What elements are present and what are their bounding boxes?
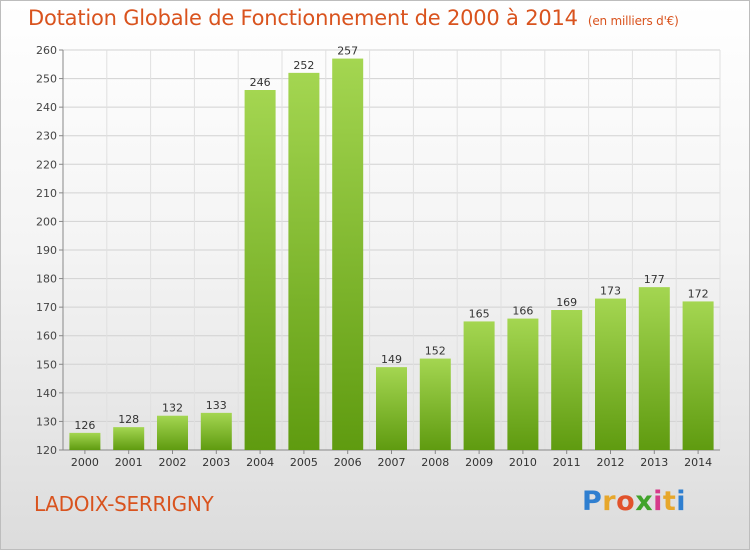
y-tick-label: 150 — [36, 358, 57, 371]
data-label: 246 — [250, 76, 271, 89]
data-label: 172 — [688, 287, 709, 300]
x-tick-label: 2004 — [246, 456, 274, 469]
data-label: 133 — [206, 399, 227, 412]
x-tick-label: 2002 — [159, 456, 187, 469]
commune-name: LADOIX-SERRIGNY — [34, 492, 214, 516]
data-label: 149 — [381, 353, 402, 366]
data-label: 165 — [469, 307, 490, 320]
y-tick-label: 120 — [36, 444, 57, 457]
x-tick-label: 2006 — [334, 456, 362, 469]
logo-letter: x — [635, 486, 654, 517]
axes: 120 130 140 150 160 170 180 190 200 210 220 230 240 2… — [36, 44, 720, 469]
y-tick-label: 170 — [36, 301, 57, 314]
bar-2007 — [376, 367, 407, 450]
bar-2009 — [463, 321, 495, 450]
bar-2011 — [551, 310, 583, 450]
bar-2013 — [638, 287, 670, 450]
logo-letter: P — [582, 486, 603, 517]
logo-letter: o — [616, 486, 636, 517]
logo-letter: i — [676, 486, 687, 517]
y-tick-label: 140 — [36, 387, 57, 400]
y-tick-label: 190 — [36, 244, 57, 257]
y-tick-label: 230 — [36, 130, 57, 143]
data-label: 252 — [293, 59, 314, 72]
data-label: 257 — [337, 45, 358, 58]
y-tick-label: 210 — [36, 187, 57, 200]
data-labels: 126 128 132 133 246 252 257 149 152 165 166 169 173 1… — [74, 45, 708, 432]
logo-letter: i — [653, 486, 663, 517]
x-tick-label: 2001 — [115, 456, 143, 469]
y-tick-label: 180 — [36, 273, 57, 286]
bar-2004 — [244, 90, 276, 450]
x-tick-label: 2010 — [509, 456, 537, 469]
x-tick-label: 2013 — [640, 456, 668, 469]
data-label: 128 — [118, 413, 139, 426]
bar-2014 — [682, 301, 714, 450]
data-label: 169 — [556, 296, 577, 309]
y-tick-label: 160 — [36, 330, 57, 343]
x-tick-label: 2008 — [421, 456, 449, 469]
bar-2005 — [288, 72, 320, 450]
bar-2006 — [332, 58, 364, 450]
y-tick-label: 220 — [36, 158, 57, 171]
bar-2010 — [507, 318, 539, 450]
x-tick-label: 2014 — [684, 456, 712, 469]
data-label: 166 — [512, 305, 533, 318]
data-label: 126 — [74, 419, 95, 432]
x-tick-label: 2007 — [378, 456, 406, 469]
y-tick-label: 130 — [36, 415, 57, 428]
chart-subtitle: (en milliers d'€) — [587, 14, 679, 28]
logo-letter: t — [662, 486, 677, 517]
bar-2012 — [595, 298, 626, 450]
bars — [69, 58, 714, 450]
x-tick-label: 2005 — [290, 456, 318, 469]
x-tick-label: 2003 — [202, 456, 230, 469]
x-tick-label: 2009 — [465, 456, 493, 469]
chart-title: Dotation Globale de Fonctionnement de 20… — [28, 6, 578, 30]
y-tick-label: 200 — [36, 215, 57, 228]
proxiti-logo: Proxiti — [582, 486, 686, 517]
chart-title-block: Dotation Globale de Fonctionnement de 20… — [28, 6, 679, 30]
data-label: 152 — [425, 345, 446, 358]
logo-letter: r — [602, 486, 617, 517]
y-tick-label: 240 — [36, 101, 57, 114]
bar-2001 — [113, 427, 145, 450]
bar-2003 — [200, 412, 232, 450]
bar-2002 — [157, 415, 188, 450]
bar-2000 — [69, 432, 101, 450]
data-label: 132 — [162, 402, 183, 415]
x-tick-label: 2011 — [553, 456, 581, 469]
data-label: 173 — [600, 285, 621, 298]
y-tick-label: 260 — [36, 44, 57, 57]
x-tick-label: 2000 — [71, 456, 99, 469]
data-label: 177 — [644, 273, 665, 286]
bar-2008 — [419, 358, 451, 450]
x-tick-label: 2012 — [597, 456, 625, 469]
y-tick-label: 250 — [36, 73, 57, 86]
